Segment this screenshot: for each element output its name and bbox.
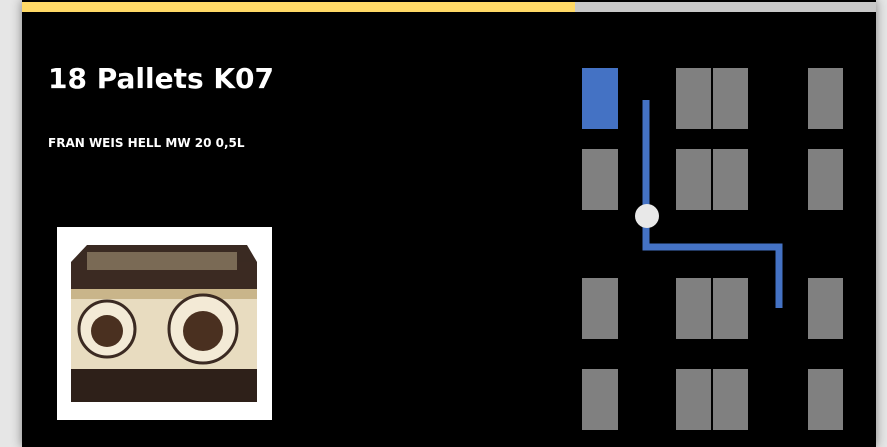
pick-panel: 18 Pallets K07 FRAN WEIS HELL MW 20 0,5L <box>22 0 876 447</box>
screen: 18 Pallets K07 FRAN WEIS HELL MW 20 0,5L… <box>0 0 887 447</box>
target-slot <box>582 68 618 129</box>
warehouse-map <box>22 0 876 447</box>
current-position <box>635 204 659 228</box>
route <box>646 100 779 308</box>
